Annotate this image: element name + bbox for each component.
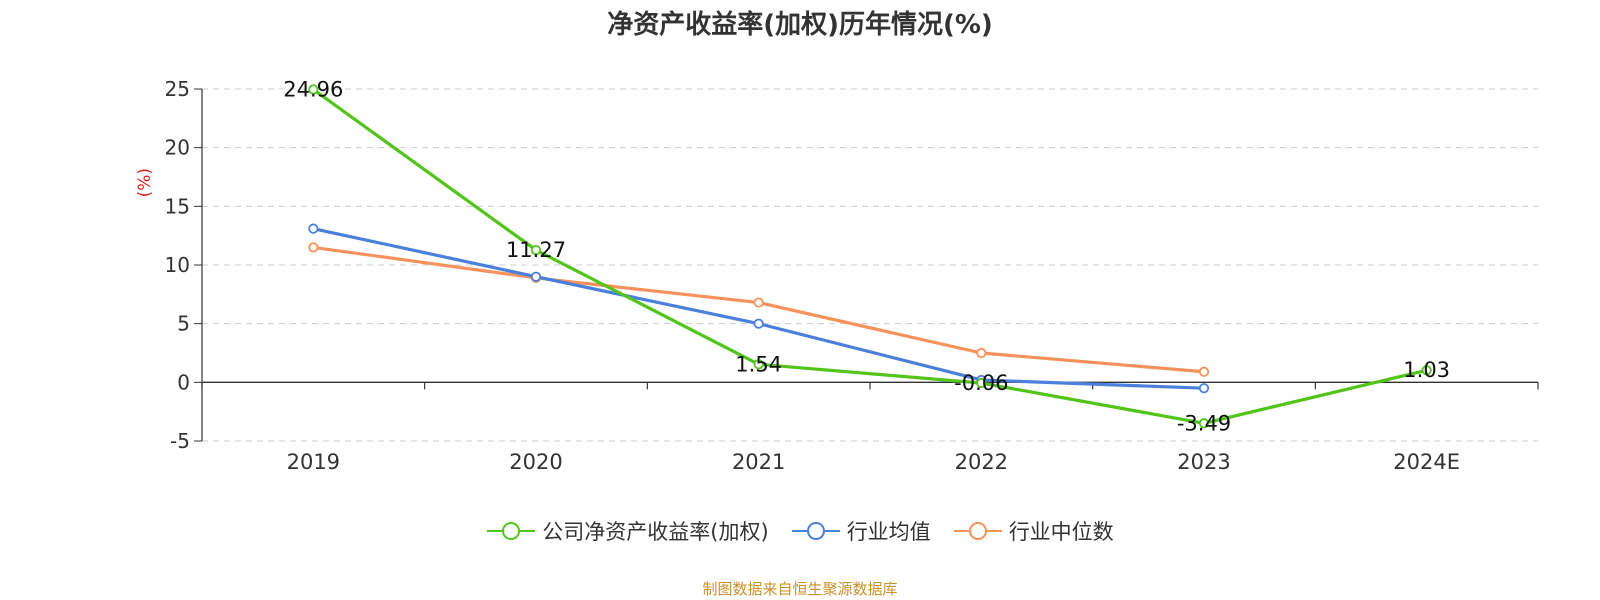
legend-label: 公司净资产收益率(加权) bbox=[542, 520, 769, 544]
data-label: 1.03 bbox=[1403, 358, 1450, 382]
legend-item-1[interactable]: 行业均值 bbox=[791, 516, 931, 546]
series-2-point bbox=[753, 297, 764, 308]
legend-marker-icon bbox=[953, 522, 1002, 540]
y-tick-label: 15 bbox=[165, 194, 190, 218]
y-axis-label: (%) bbox=[135, 168, 155, 197]
series-0-point bbox=[530, 244, 542, 256]
x-tick-label: 2023 bbox=[1177, 450, 1230, 474]
series-lines bbox=[308, 84, 1432, 429]
chart-title: 净资产收益率(加权)历年情况(%) bbox=[607, 10, 993, 40]
x-tick-label: 2021 bbox=[732, 450, 785, 474]
x-tick-label: 2022 bbox=[955, 450, 1008, 474]
y-tick-label: 5 bbox=[177, 312, 190, 336]
y-tick-label: 0 bbox=[177, 370, 190, 394]
legend-item-0[interactable]: 公司净资产收益率(加权) bbox=[486, 516, 769, 546]
y-tick-label: 10 bbox=[165, 253, 190, 277]
series-0-point bbox=[1421, 365, 1432, 376]
series-0-point bbox=[753, 359, 764, 370]
series-2-point bbox=[1198, 366, 1210, 377]
x-tick-label: 2020 bbox=[509, 450, 562, 474]
series-2-point bbox=[308, 242, 319, 253]
x-tick-label: 2019 bbox=[287, 450, 340, 474]
line-chart: 25 20 15 10 5 0 -5 (%) 2019 2020 2021 2022 2023 2024E… bbox=[135, 77, 1539, 474]
y-tick-label: -5 bbox=[170, 429, 190, 453]
source-note: 制图数据来自恒生聚源数据库 bbox=[702, 580, 898, 598]
data-label: 11.27 bbox=[506, 238, 566, 262]
series-0-point bbox=[976, 377, 987, 389]
legend-label: 行业均值 bbox=[846, 520, 931, 544]
y-tick-label: 25 bbox=[165, 77, 190, 101]
x-tick-label: 2024E bbox=[1393, 450, 1460, 474]
legend-marker-icon bbox=[487, 522, 536, 540]
y-tick-label: 20 bbox=[165, 136, 190, 160]
series-1-point bbox=[530, 271, 542, 282]
legend-marker-icon bbox=[791, 522, 840, 540]
series-1-point bbox=[308, 223, 319, 234]
legend-label: 行业中位数 bbox=[1008, 520, 1114, 544]
data-label: -3.49 bbox=[1177, 411, 1231, 435]
series-0-point bbox=[308, 84, 319, 95]
data-label: -0.06 bbox=[954, 371, 1008, 395]
series-1-point bbox=[753, 318, 764, 329]
grid-lines bbox=[202, 88, 1538, 442]
axes: 25 20 15 10 5 0 -5 (%) 2019 2020 2021 2022 2023 2024E bbox=[135, 77, 1539, 474]
legend-item-2[interactable]: 行业中位数 bbox=[953, 516, 1114, 546]
data-label: 1.54 bbox=[735, 352, 782, 376]
series-0-point bbox=[1198, 418, 1210, 429]
data-labels: 24.96 11.27 1.54 -0.06 -3.49 1.03 bbox=[283, 77, 1450, 435]
data-label: 24.96 bbox=[283, 77, 343, 101]
series-1-point bbox=[1198, 383, 1210, 394]
legend: 公司净资产收益率(加权) 行业均值 行业中位数 bbox=[0, 516, 1600, 546]
series-2-point bbox=[976, 347, 987, 359]
series-line-0 bbox=[312, 88, 1428, 425]
